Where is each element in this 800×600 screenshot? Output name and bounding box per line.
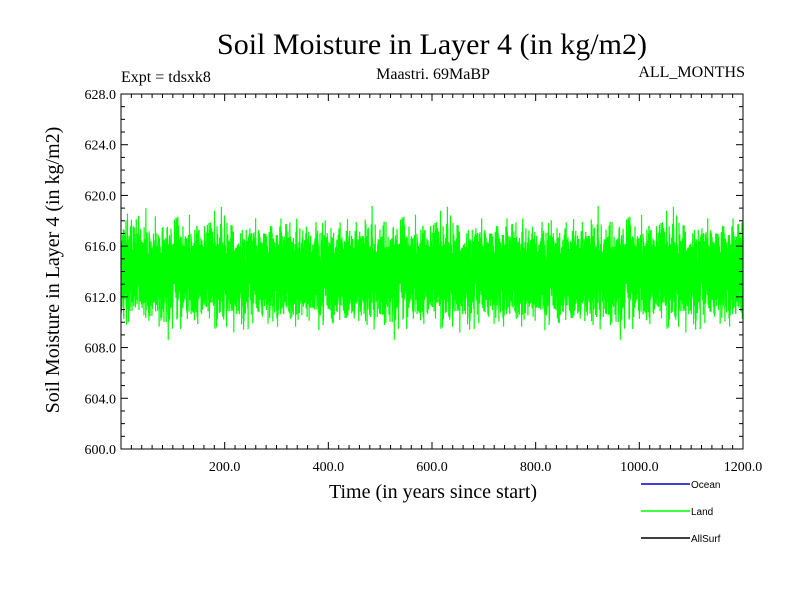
y-tick-label: 624.0 <box>85 139 117 154</box>
legend-label-ocean: Ocean <box>691 480 720 491</box>
x-tick-label: 800.0 <box>520 460 552 475</box>
land-line <box>120 206 744 340</box>
y-axis-label: Soil Moisture in Layer 4 (in kg/m2) <box>42 127 64 414</box>
y-tick-label: 612.0 <box>85 291 117 306</box>
x-tick-label: 600.0 <box>416 460 448 475</box>
y-tick-label: 604.0 <box>85 392 117 407</box>
legend-label-allsurf: AllSurf <box>691 534 721 545</box>
axis-ticks: 600.0 604.0 608.0 612.0 616.0 620.0 624.0 628.0… <box>85 88 763 475</box>
chart-title: Soil Moisture in Layer 4 (in kg/m2) <box>217 28 647 61</box>
y-tick-label: 620.0 <box>85 189 117 204</box>
experiment-label: Expt = tdsxk8 <box>121 69 211 86</box>
series-land-line <box>120 206 744 340</box>
x-tick-label: 1200.0 <box>724 460 763 475</box>
x-axis-label: Time (in years since start) <box>329 481 537 503</box>
legend: Ocean Land AllSurf <box>641 480 721 545</box>
period-label: Maastri. 69MaBP <box>376 66 490 83</box>
y-tick-label: 616.0 <box>85 240 117 255</box>
y-tick-label: 600.0 <box>85 443 117 458</box>
x-tick-label: 400.0 <box>313 460 345 475</box>
months-label: ALL_MONTHS <box>638 64 745 81</box>
legend-label-land: Land <box>691 507 713 518</box>
y-tick-label: 628.0 <box>85 88 117 103</box>
x-tick-label: 1000.0 <box>620 460 659 475</box>
x-tick-label: 200.0 <box>209 460 241 475</box>
y-tick-label: 608.0 <box>85 342 117 357</box>
